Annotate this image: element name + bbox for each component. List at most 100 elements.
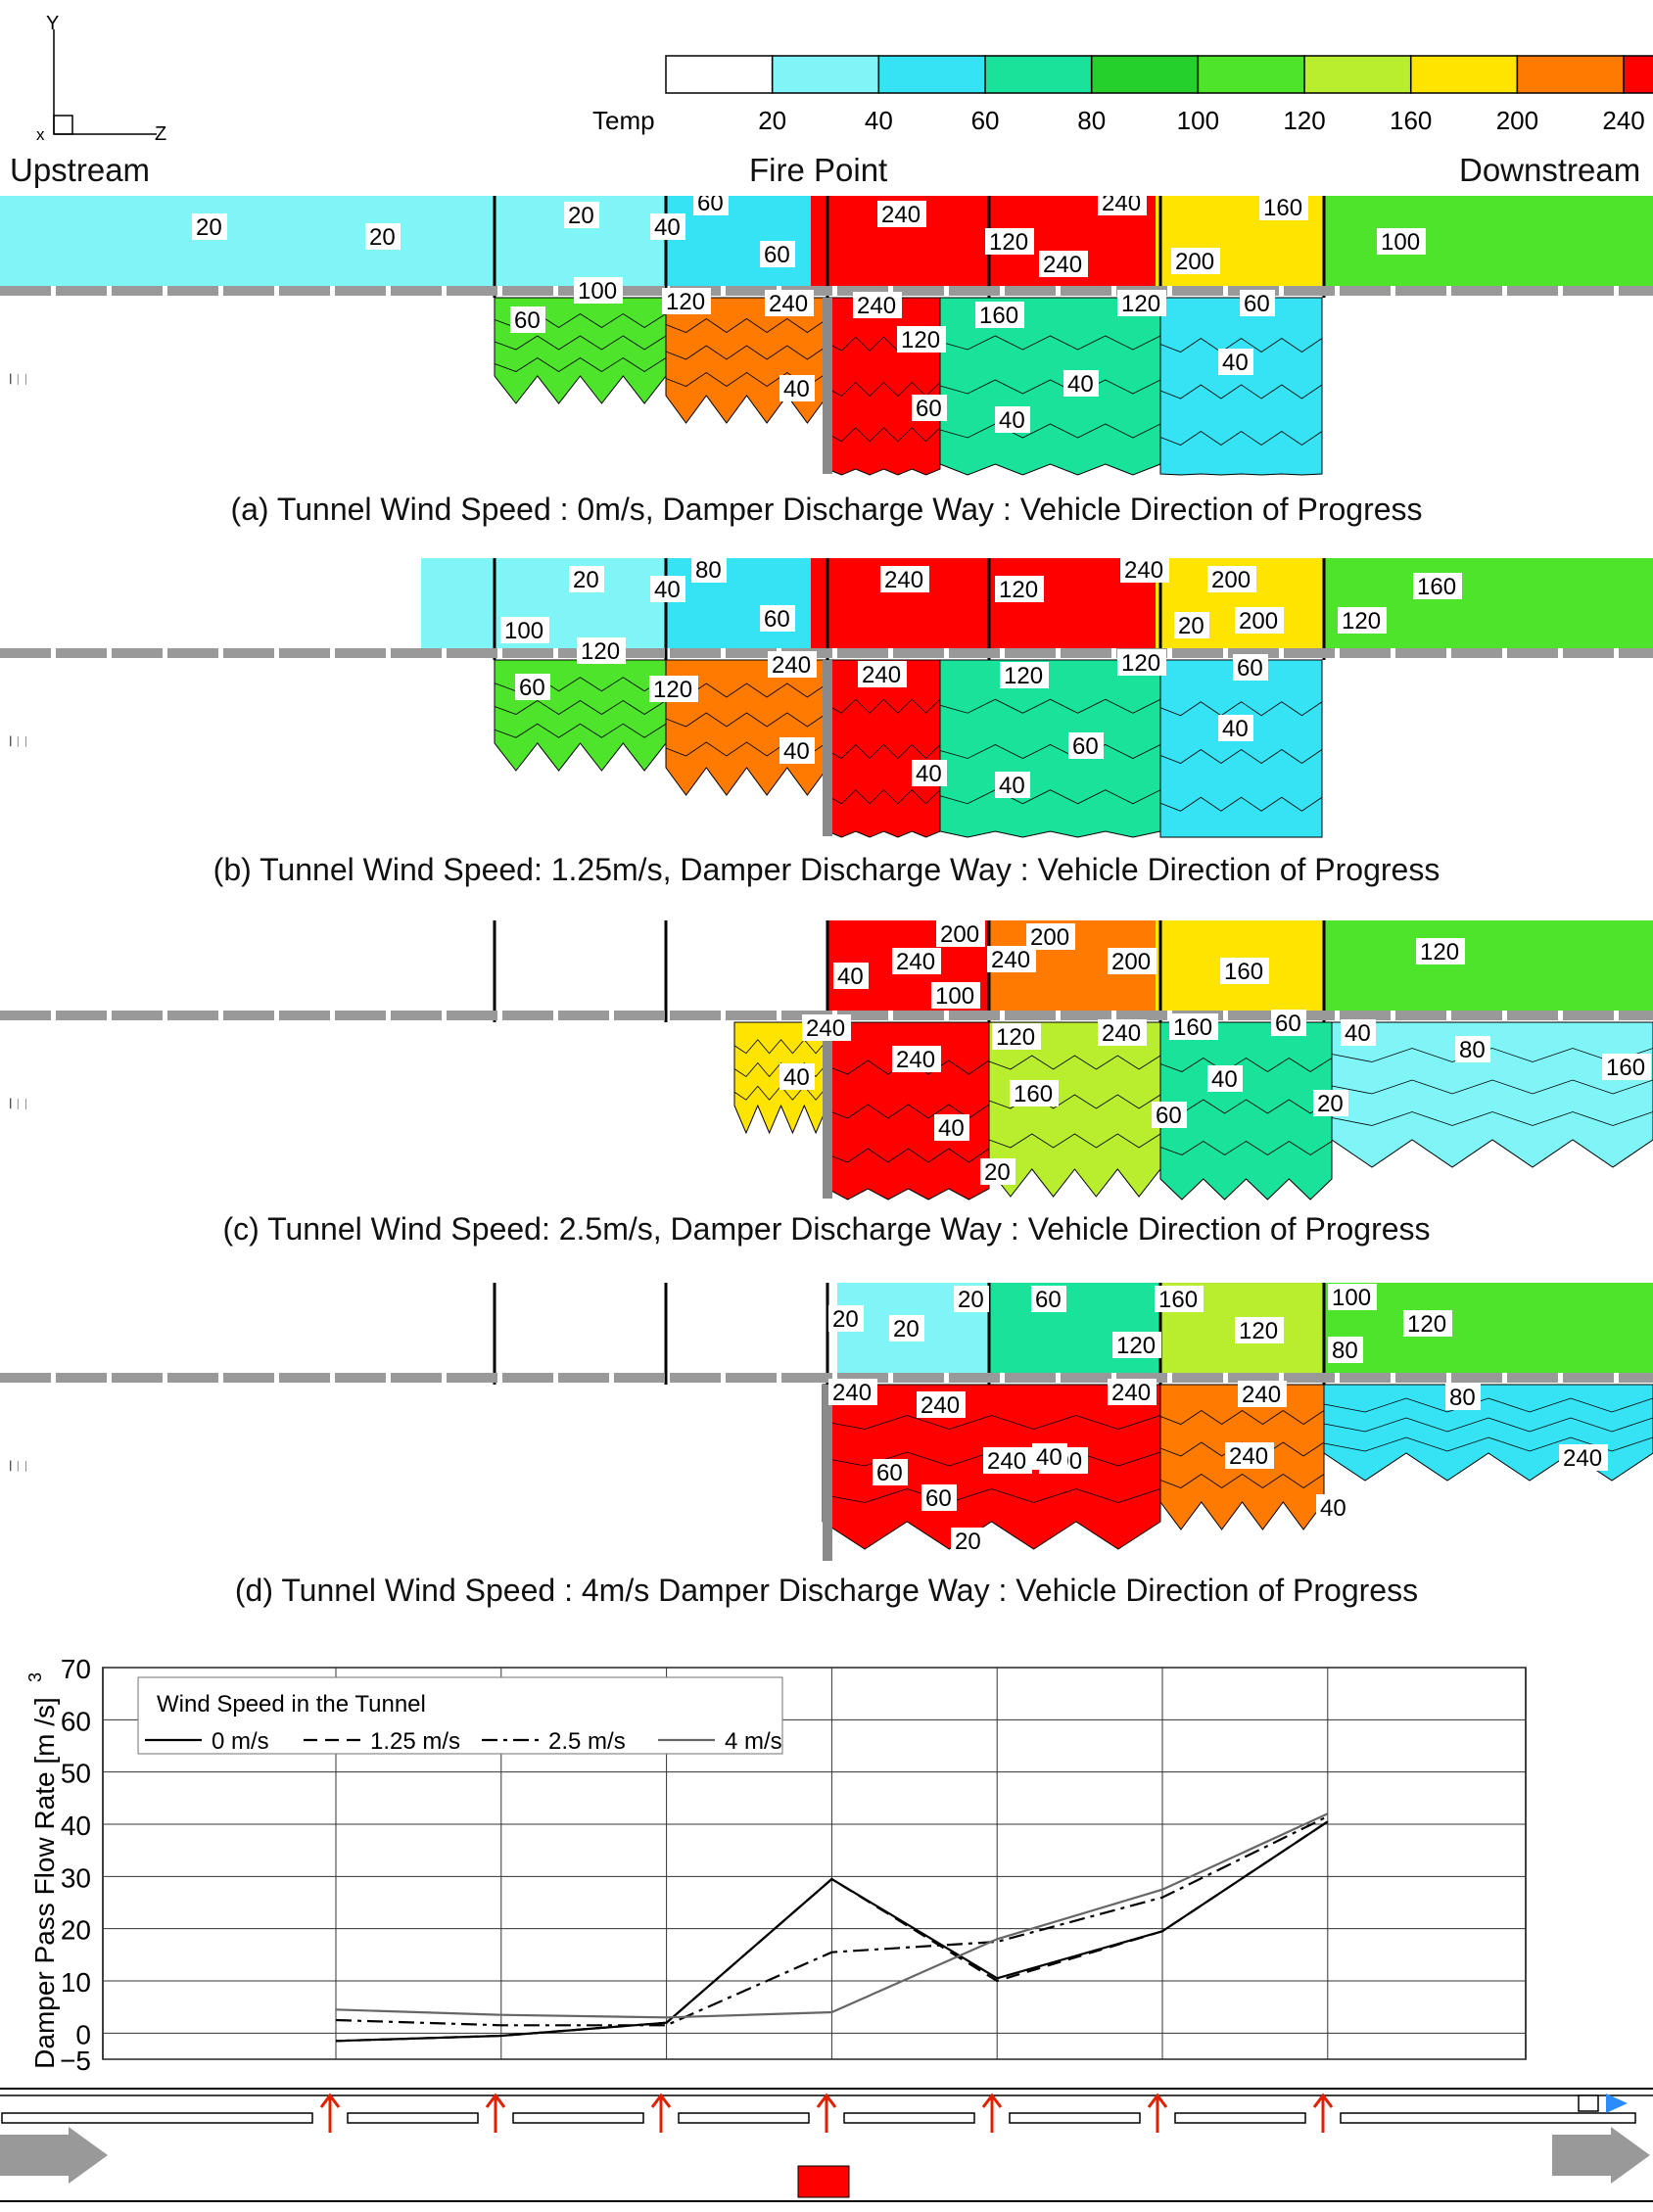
svg-text:60: 60 [1237, 655, 1263, 682]
road-segment [447, 286, 497, 296]
contour-line [665, 345, 828, 360]
svg-text:40: 40 [783, 738, 810, 765]
contour-fill [826, 297, 941, 476]
road-segment [0, 1373, 51, 1383]
contour-label: 40 [912, 760, 947, 787]
slab-segment [1340, 2112, 1636, 2124]
contour-line [1159, 1141, 1333, 1155]
contour-label: 240 [917, 1391, 966, 1419]
road-segment [1619, 648, 1653, 658]
svg-text:200: 200 [1030, 924, 1069, 951]
svg-text:40: 40 [783, 376, 810, 402]
slab-segment [843, 2112, 975, 2124]
svg-text:40: 40 [1222, 350, 1249, 376]
fan-icon [1578, 2094, 1599, 2112]
y-tick-label: 20 [61, 1915, 91, 1946]
legend-entry-label: 0 m/s [212, 1728, 269, 1755]
contour-line [826, 743, 941, 760]
series-line [335, 1815, 1329, 2027]
road-segment [0, 1011, 51, 1020]
flow-arrow-icon [0, 2127, 108, 2184]
contour-label: 160 [1010, 1080, 1059, 1107]
road-segment [1507, 648, 1558, 658]
svg-text:240: 240 [1043, 252, 1082, 278]
svg-text:40: 40 [938, 1115, 965, 1142]
svg-text:80: 80 [1332, 1338, 1358, 1364]
contour-label: 80 [1445, 1384, 1481, 1411]
road-segment [167, 286, 218, 296]
slab-segment [1174, 2112, 1306, 2124]
contour-label: 20 [1174, 612, 1209, 639]
contour-label: 40 [779, 375, 815, 402]
svg-text:40: 40 [1211, 1066, 1238, 1093]
svg-text:120: 120 [999, 577, 1038, 603]
contour-label: 40 [934, 1114, 969, 1142]
axis-y-label: Y [46, 13, 59, 34]
road-segment [1116, 1011, 1167, 1020]
road-segment [279, 1011, 330, 1020]
svg-text:120: 120 [1004, 663, 1043, 689]
contour-fill [811, 558, 1156, 648]
legend-swatch [665, 55, 774, 94]
contour-label: 160 [1602, 1054, 1651, 1081]
road-segment [1228, 1011, 1279, 1020]
contour-label: 60 [1068, 732, 1104, 760]
svg-text:100: 100 [504, 618, 543, 644]
svg-text:100: 100 [1332, 1285, 1371, 1311]
road-segment [1340, 286, 1391, 296]
road-segment [112, 648, 163, 658]
svg-text:40: 40 [654, 214, 681, 241]
svg-text:240: 240 [991, 947, 1030, 973]
contour-fill [1324, 558, 1653, 648]
probe-marker: ┃ │ │ [8, 1460, 29, 1472]
contour-fill [989, 1283, 1160, 1373]
legend-swatch [1197, 55, 1305, 94]
contour-label: 240 [983, 1447, 1032, 1475]
road-segment [837, 286, 888, 296]
contour-label: 160 [1220, 958, 1269, 985]
contour-label: 40 [1316, 1494, 1351, 1522]
contour-line [1323, 1417, 1653, 1433]
road-segment [1563, 1011, 1614, 1020]
flow-arrow-icon [1552, 2127, 1650, 2184]
contour-label: 60 [515, 674, 550, 701]
svg-text:60: 60 [925, 1485, 952, 1512]
contour-label: 20 [980, 1158, 1015, 1186]
svg-text:200: 200 [1175, 249, 1214, 275]
contour-label: 200 [1207, 566, 1256, 593]
legend-swatch [1409, 55, 1519, 94]
road-segment [1619, 286, 1653, 296]
legend-swatch [1623, 55, 1653, 94]
contour-label: 20 [1313, 1090, 1348, 1117]
road-segment [112, 1011, 163, 1020]
fan-arrow-icon [1606, 2094, 1628, 2113]
svg-text:40: 40 [999, 773, 1025, 799]
svg-text:160: 160 [1417, 574, 1456, 600]
contour-label: 20 [365, 223, 401, 251]
damper-up-arrow-icon [1147, 2093, 1168, 2133]
road-segment [1172, 1373, 1223, 1383]
contour-label: 20 [564, 202, 599, 229]
svg-text:40: 40 [1067, 371, 1094, 398]
svg-text:20: 20 [1178, 613, 1204, 639]
contour-label: 60 [921, 1484, 957, 1512]
contour-line [1159, 338, 1323, 353]
contour-label: 20 [828, 1305, 864, 1333]
road-segment [502, 1373, 553, 1383]
road-segment [1619, 1011, 1653, 1020]
svg-text:240: 240 [832, 1380, 872, 1406]
road-segment [335, 1373, 386, 1383]
y-axis-label-sup: 3 [25, 1672, 45, 1682]
svg-text:200: 200 [1111, 949, 1151, 975]
contour-label: 20 [954, 1286, 989, 1313]
road-segment [726, 286, 777, 296]
contour-line [988, 1133, 1161, 1149]
legend-tick-label: 80 [1077, 106, 1106, 135]
road-segment [1228, 1373, 1279, 1383]
svg-text:120: 120 [581, 638, 620, 665]
svg-text:240: 240 [769, 291, 808, 317]
road-segment [279, 1373, 330, 1383]
svg-text:100: 100 [935, 983, 974, 1010]
